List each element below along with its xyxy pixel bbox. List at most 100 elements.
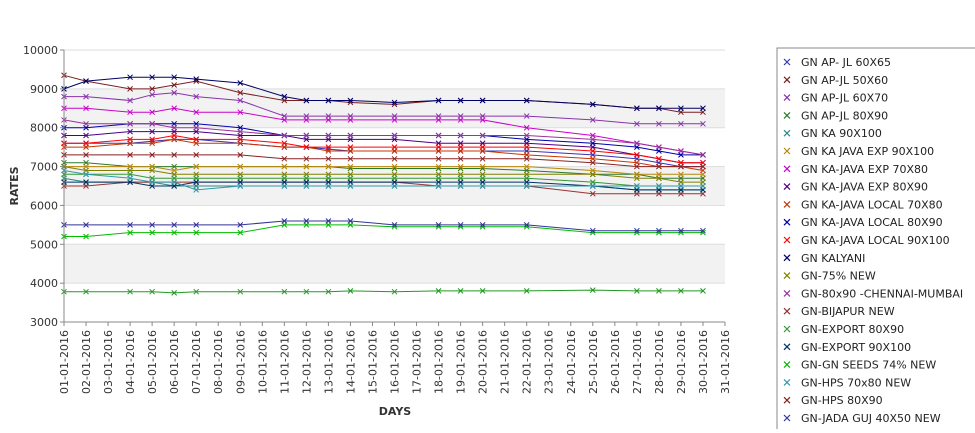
data-point-marker bbox=[634, 227, 640, 234]
x-tick-labels: 01-01-2016 02-01-2016 03-01-2016 04-01-2016… bbox=[58, 322, 732, 394]
legend-marker bbox=[783, 378, 791, 386]
data-point-marker bbox=[435, 132, 442, 139]
data-point-marker bbox=[171, 229, 178, 236]
data-point-marker bbox=[193, 222, 200, 228]
x-tick-label: 09-01-2016 bbox=[234, 330, 247, 394]
data-point-marker bbox=[281, 163, 288, 170]
data-point-marker bbox=[457, 132, 464, 139]
data-point-marker bbox=[83, 78, 89, 84]
x-tick-label: 06-01-2016 bbox=[168, 330, 181, 394]
x-tick-label: 16-01-2016 bbox=[389, 330, 402, 394]
legend-entry-label: GN-HPS 70x80 NEW bbox=[801, 376, 911, 389]
data-point-marker bbox=[589, 136, 596, 143]
data-point-marker bbox=[325, 163, 332, 170]
data-point-marker bbox=[303, 163, 310, 170]
legend-entry-label: GN KA-JAVA EXP 80X90 bbox=[801, 181, 928, 194]
data-point-marker bbox=[634, 152, 640, 158]
data-point-marker bbox=[457, 183, 464, 189]
data-point-marker bbox=[281, 183, 288, 189]
y-tick-label: 10000 bbox=[23, 44, 58, 57]
data-point-marker bbox=[656, 155, 662, 162]
data-point-marker bbox=[457, 97, 464, 104]
legend-marker bbox=[783, 361, 791, 369]
data-point-marker bbox=[589, 171, 596, 178]
legend-marker bbox=[783, 129, 791, 137]
series-layer bbox=[61, 72, 706, 296]
data-point-marker bbox=[325, 218, 332, 224]
x-tick-label: 31-01-2016 bbox=[719, 330, 732, 394]
data-point-marker bbox=[127, 229, 133, 236]
x-tick-label: 15-01-2016 bbox=[366, 330, 379, 394]
data-point-marker bbox=[193, 124, 200, 131]
legend-marker bbox=[783, 236, 791, 244]
data-point-marker bbox=[678, 288, 684, 294]
data-point-marker bbox=[634, 183, 640, 189]
data-point-marker bbox=[678, 120, 684, 127]
data-point-marker bbox=[149, 288, 155, 295]
data-point-marker bbox=[700, 105, 706, 112]
x-tick-label: 30-01-2016 bbox=[697, 330, 710, 394]
data-point-marker bbox=[347, 97, 354, 104]
x-tick-label: 12-01-2016 bbox=[300, 330, 313, 394]
data-point-marker bbox=[523, 222, 530, 228]
legend-box bbox=[776, 47, 975, 433]
legend-entry-label: GN KALYANI bbox=[801, 252, 865, 265]
x-tick-label: 26-01-2016 bbox=[609, 330, 622, 394]
data-point-marker bbox=[83, 288, 89, 295]
legend-marker bbox=[783, 289, 791, 297]
x-tick-label: 13-01-2016 bbox=[322, 330, 335, 394]
data-point-marker bbox=[656, 120, 662, 127]
y-tick-label: 3000 bbox=[30, 316, 58, 329]
data-point-marker bbox=[281, 132, 288, 139]
data-point-marker bbox=[523, 113, 530, 119]
data-point-marker bbox=[589, 190, 596, 197]
data-point-marker bbox=[127, 97, 133, 104]
data-point-marker bbox=[149, 86, 155, 92]
data-point-marker bbox=[193, 179, 200, 185]
data-point-marker bbox=[127, 222, 133, 228]
data-point-marker bbox=[303, 144, 310, 150]
data-point-marker bbox=[171, 179, 178, 185]
data-point-marker bbox=[83, 140, 89, 147]
data-point-marker bbox=[193, 76, 200, 82]
legend-entry-label: GN KA-JAVA LOCAL 90X100 bbox=[801, 234, 950, 247]
data-point-marker bbox=[589, 148, 596, 154]
data-point-marker bbox=[303, 218, 310, 224]
legend: GN AP- JL 60X65 GN AP-JL 50X60 GN AP-JL 60… bbox=[776, 47, 975, 433]
legend-marker bbox=[783, 414, 791, 422]
legend-marker bbox=[783, 183, 791, 191]
legend-entry-label: GN AP-JL 60X70 bbox=[801, 92, 888, 105]
data-point-marker bbox=[347, 183, 354, 189]
data-point-marker bbox=[634, 120, 640, 127]
series-12 bbox=[61, 74, 706, 112]
data-point-marker bbox=[171, 89, 178, 96]
data-point-marker bbox=[83, 132, 89, 139]
data-point-marker bbox=[303, 97, 310, 104]
x-axis-title: DAYS bbox=[379, 405, 412, 418]
data-point-marker bbox=[281, 155, 288, 162]
data-point-marker bbox=[149, 91, 155, 98]
data-point-marker bbox=[457, 155, 464, 162]
data-point-marker bbox=[171, 222, 178, 228]
data-point-marker bbox=[325, 288, 332, 295]
data-point-marker bbox=[347, 218, 354, 224]
data-point-marker bbox=[193, 136, 200, 143]
data-point-marker bbox=[149, 109, 155, 116]
data-point-marker bbox=[171, 124, 178, 131]
data-point-marker bbox=[523, 124, 530, 131]
legend-entry-label: GN KA-JAVA EXP 70X80 bbox=[801, 163, 928, 176]
data-point-marker bbox=[171, 74, 178, 81]
data-point-marker bbox=[237, 152, 244, 158]
data-point-marker bbox=[83, 171, 89, 178]
legend-marker bbox=[783, 94, 791, 102]
data-point-marker bbox=[149, 120, 155, 127]
x-tick-label: 11-01-2016 bbox=[278, 330, 291, 394]
legend-marker bbox=[783, 147, 791, 155]
legend-entry-label: GN-EXPORT 80X90 bbox=[801, 323, 904, 336]
data-point-marker bbox=[678, 148, 684, 154]
data-point-marker bbox=[237, 128, 244, 135]
data-point-marker bbox=[457, 288, 464, 294]
data-point-marker bbox=[347, 288, 354, 294]
data-point-marker bbox=[678, 183, 684, 189]
